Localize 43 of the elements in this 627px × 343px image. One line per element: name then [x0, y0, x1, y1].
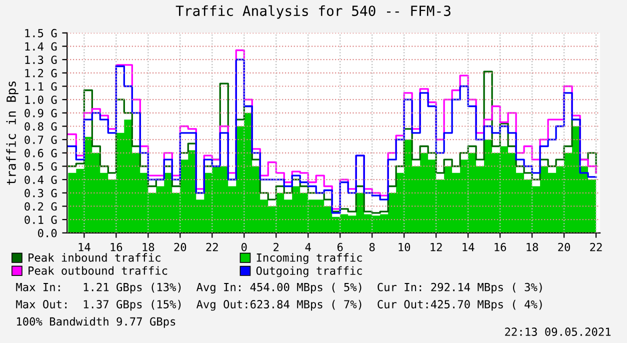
x-tick-label: 18: [142, 242, 154, 252]
x-tick-label: 22: [206, 242, 218, 252]
x-tick-label: 2: [274, 242, 279, 252]
y-axis-title: traffic in Bps: [6, 81, 18, 185]
legend-label: Peak outbound traffic: [28, 266, 168, 275]
y-tick-label: 1.0 G: [25, 96, 57, 104]
y-tick-label: 0.6 G: [24, 148, 57, 158]
x-tick-label: 0: [241, 242, 247, 252]
y-tick-label: 0.0: [38, 228, 57, 238]
chart-title: Traffic Analysis for 540 -- FFM-3: [176, 5, 450, 19]
x-tick-label: 14: [78, 243, 90, 252]
y-tick-label: 0.4 G: [24, 176, 57, 184]
y-tick-label: 1.5 G: [25, 28, 57, 38]
y-tick-label: 0.8 G: [24, 122, 57, 131]
x-tick-label: 6: [337, 242, 343, 252]
x-tick-label: 18: [526, 242, 538, 252]
x-tick-label: 16: [110, 242, 122, 252]
text: Max In: 1.21 GBps (13%) Avg In: 454.00 MBps ( 5%) Cur In: 292.14 MBps ( 3%): [16, 282, 542, 294]
x-tick-label: 16: [494, 242, 506, 252]
y-tick-label: 0.1 G: [24, 216, 57, 224]
x-tick-label: 20: [558, 242, 570, 252]
x-tick-label: 22: [590, 242, 602, 252]
y-tick-label: 1.4 G: [25, 42, 57, 51]
y-tick-label: 0.5 G: [24, 162, 57, 171]
text: 100% Bandwidth 9.77 GBps: [17, 317, 176, 328]
x-tick-label: 10: [398, 242, 410, 252]
y-tick-label: 0.3 G: [24, 188, 57, 198]
text: 22:13 09.05.2021: [505, 328, 611, 336]
y-tick-label: 0.7 G: [24, 136, 57, 144]
x-tick-label: 20: [174, 242, 186, 252]
y-tick-label: 0.9 G: [24, 108, 57, 118]
text: Max Out: 1.37 GBps (15%) Avg Out:623.84 MBps ( 7%) Cur Out:425.70 MBps ( 4%): [16, 300, 542, 311]
x-tick-label: 4: [305, 243, 311, 252]
y-tick-label: 0.2 G: [24, 202, 57, 211]
legend-label: Outgoing traffic: [256, 266, 362, 278]
y-tick-label: 1.1 G: [25, 82, 57, 91]
x-tick-label: 12: [430, 242, 442, 252]
y-tick-label: 1.3 G: [25, 56, 57, 64]
legend-label: Incoming traffic: [256, 253, 362, 264]
y-tick-label: 1.2 G: [25, 68, 57, 78]
x-tick-label: 8: [369, 242, 375, 252]
x-tick-label: 14: [462, 243, 474, 252]
legend-label: Peak inbound traffic: [28, 253, 160, 262]
